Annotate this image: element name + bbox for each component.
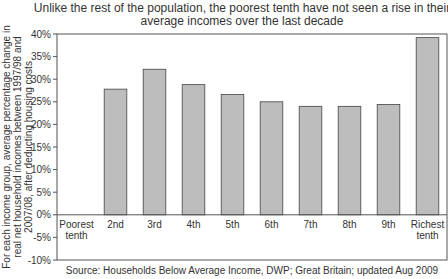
y-tick [53,260,57,261]
bar [143,69,166,215]
x-tick-label: 2nd [107,219,124,230]
text-line: 8th [343,219,357,230]
y-tick [53,34,57,35]
y-tick-label: 20% [31,119,51,130]
y-tick [53,214,57,215]
text-line: 6th [265,219,279,230]
bar [377,105,400,215]
y-tick [53,101,57,102]
y-tick [53,79,57,80]
text-line: Unlike the rest of the population, the p… [34,1,448,15]
text-line: 3rd [147,219,161,230]
text-line: average incomes over the last decade [141,14,344,28]
x-tick-label: 7th [304,219,318,230]
x-tick-label: 5th [226,219,240,230]
y-tick-label: 5% [37,187,52,198]
x-tick-label: Pooresttenth [59,219,94,241]
y-tick [53,192,57,193]
text-line: Poorest [59,219,94,230]
x-tick-label: Richesttenth [411,219,445,241]
y-tick-label: -5% [33,232,51,243]
x-tick-label: 6th [265,219,279,230]
y-tick-label: -10% [28,255,51,266]
text-line: 5th [226,219,240,230]
source: Source: Households Below Average Income,… [66,265,439,276]
title: Unlike the rest of the population, the p… [34,1,448,28]
text-line: 9th [382,219,396,230]
y-axis-label: For each income group, average percentag… [1,25,34,269]
y-tick-label: 30% [31,74,51,85]
y-tick-label: 25% [31,96,51,107]
text-line: tenth [416,230,438,241]
x-tick-label: 8th [343,219,357,230]
x-tick-label: 3rd [147,219,161,230]
y-tick-label: 35% [31,51,51,62]
bar [221,95,244,215]
y-tick [53,124,57,125]
bars [104,38,439,215]
y-tick [53,147,57,148]
text-line: For each income group, average percentag… [1,25,12,269]
text-line: 7th [304,219,318,230]
y-tick [53,169,57,170]
bar [299,106,322,214]
bar [416,38,439,215]
text-line: 2nd [107,219,124,230]
x-tick-label: 4th [187,219,201,230]
bar [104,89,127,215]
y-tick-label: 15% [31,142,51,153]
text-line: 4th [187,219,201,230]
baseline [57,214,447,215]
plot-frame [57,34,447,260]
y-tick [53,56,57,57]
y-tick-label: 40% [31,29,51,40]
text-line: tenth [65,230,87,241]
bar [260,102,283,215]
bar [182,85,205,215]
chart: Unlike the rest of the population, the p… [0,0,448,279]
text-line: real net household incomes between 1997/… [12,36,23,257]
text-line: Richest [411,219,445,230]
y-tick [53,237,57,238]
x-tick-label: 9th [382,219,396,230]
y-tick-label: 0% [37,209,52,220]
bar [338,106,361,214]
y-tick-label: 10% [31,164,51,175]
